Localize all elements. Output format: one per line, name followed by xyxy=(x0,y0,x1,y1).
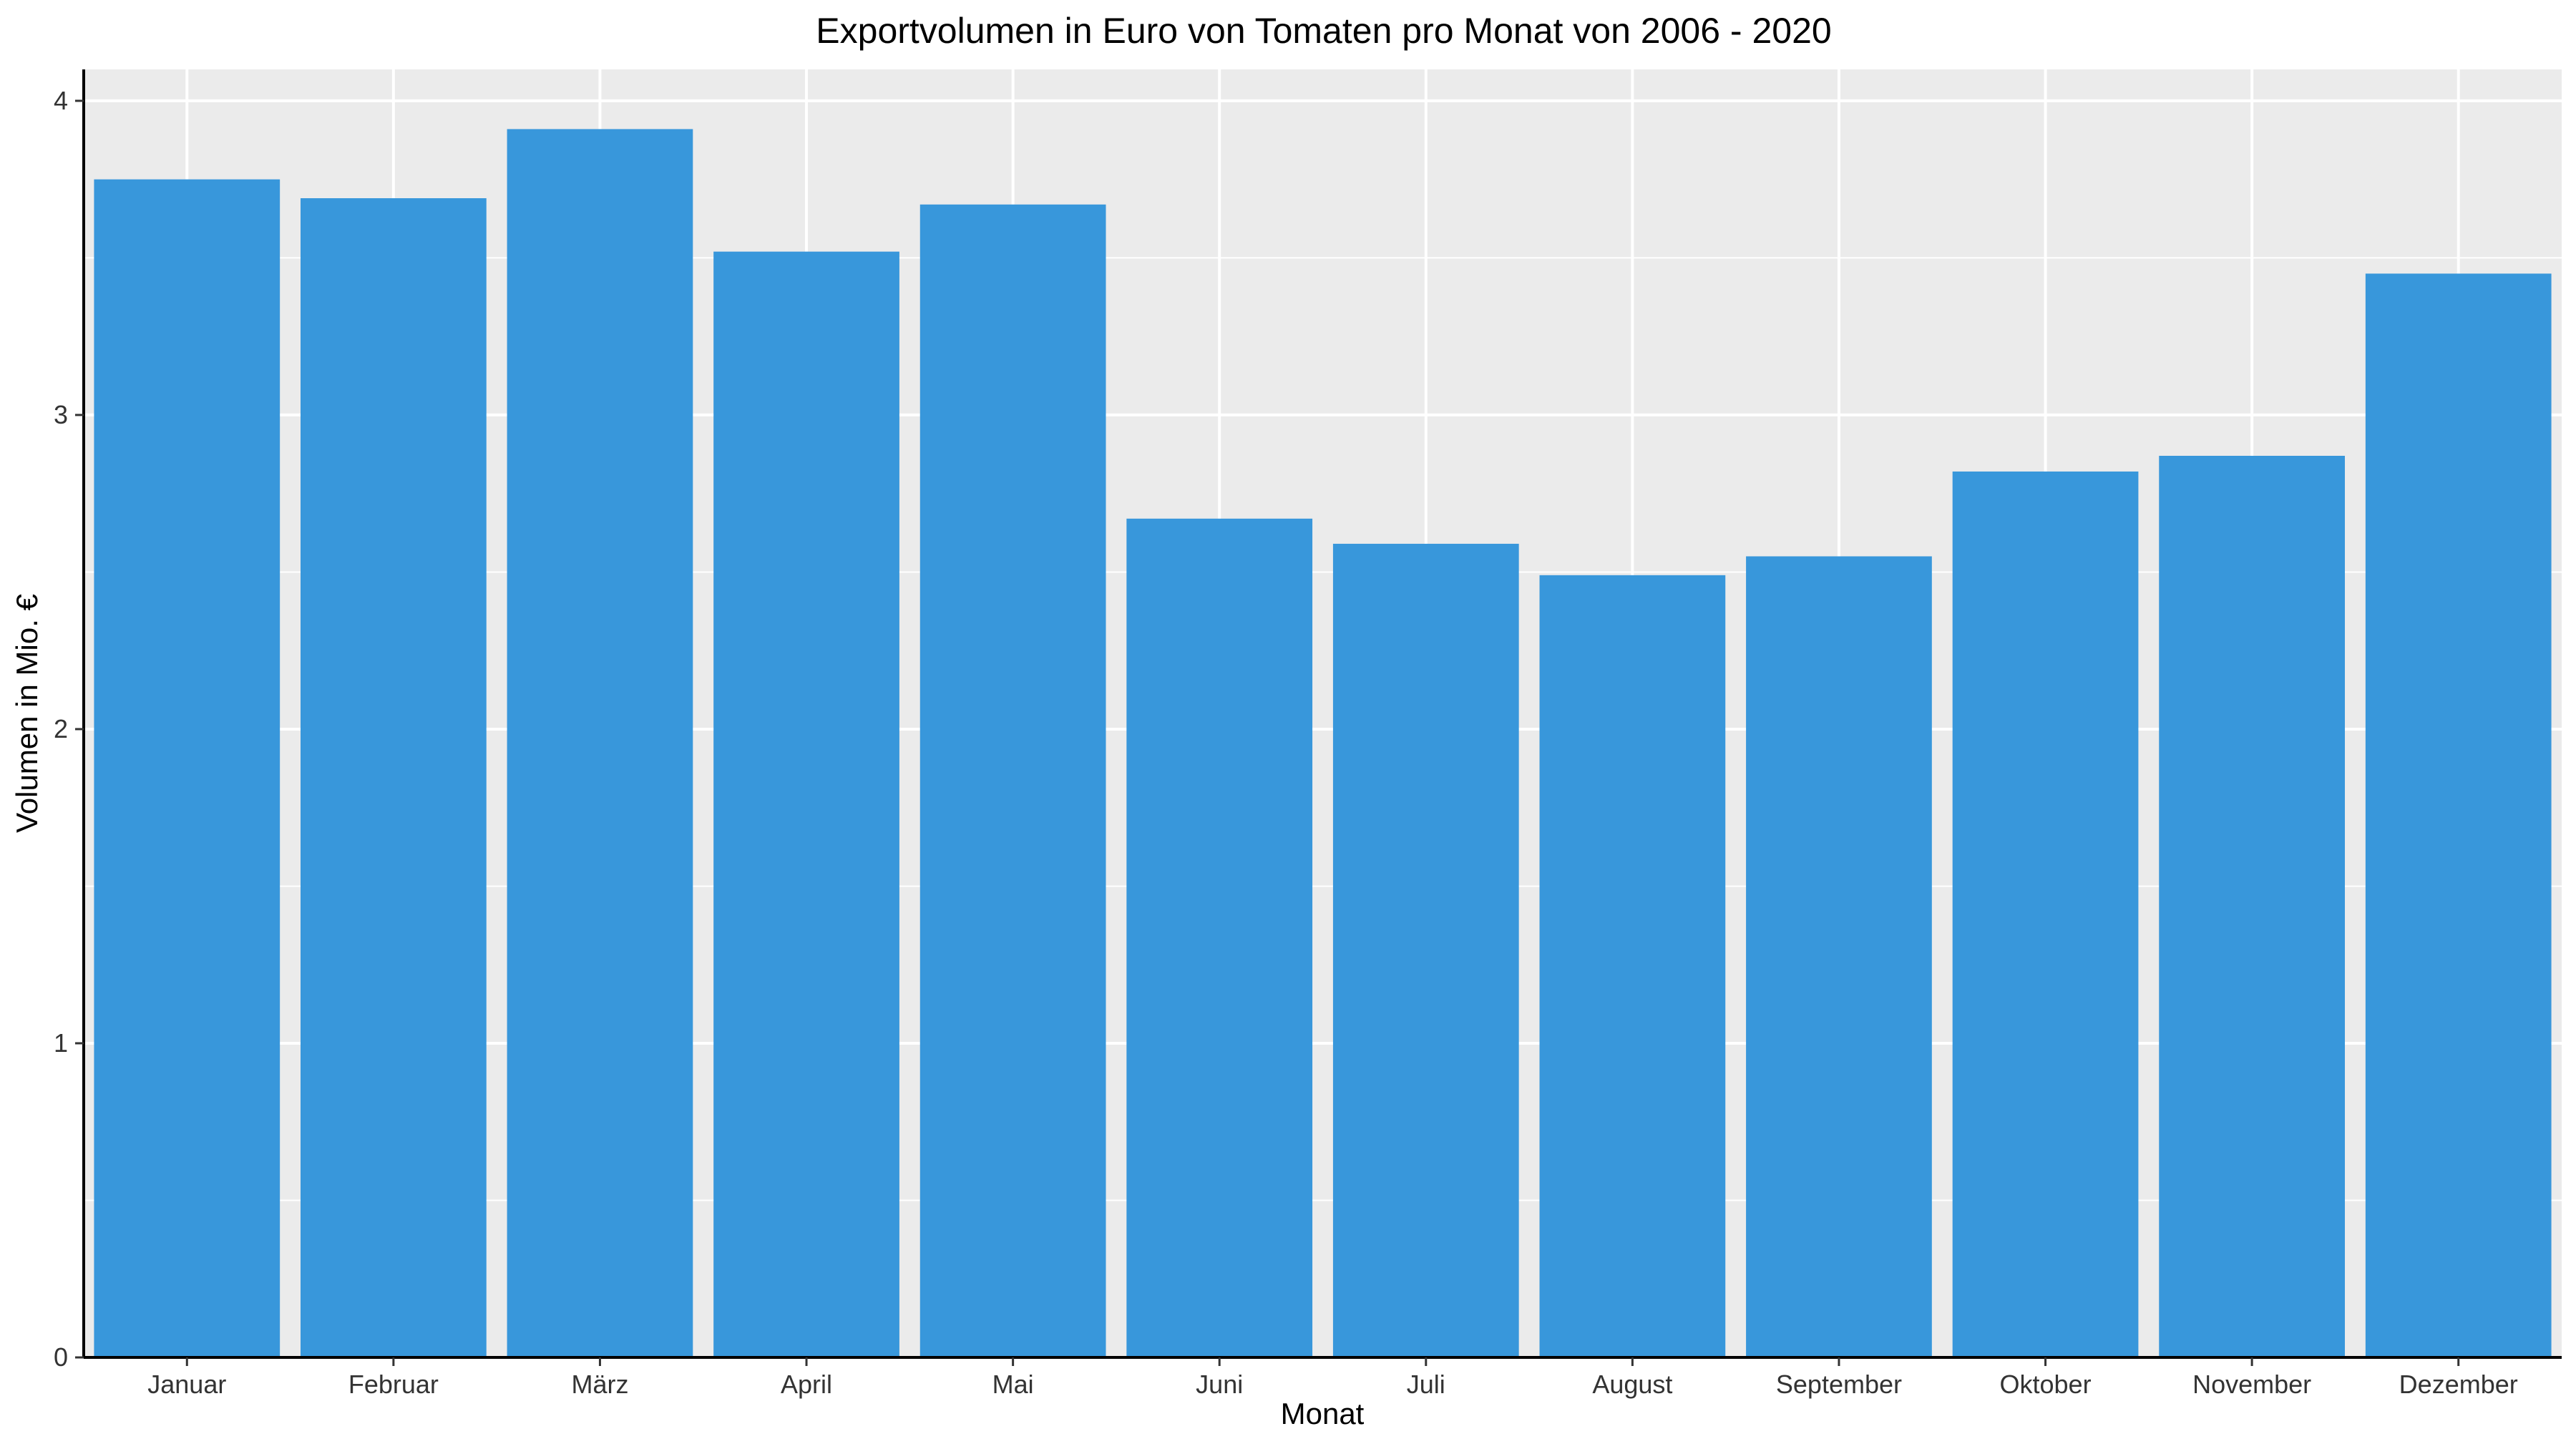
chart-title: Exportvolumen in Euro von Tomaten pro Mo… xyxy=(816,11,1831,51)
x-tick-label: Juli xyxy=(1407,1370,1445,1399)
bar xyxy=(301,198,487,1357)
y-axis-title: Volumen in Mio. € xyxy=(10,594,44,833)
x-tick-label: Januar xyxy=(147,1370,226,1399)
x-tick-label: September xyxy=(1776,1370,1902,1399)
bar xyxy=(713,251,899,1357)
y-tick-label: 2 xyxy=(54,714,68,743)
plot-panel xyxy=(84,69,2562,1357)
bar xyxy=(919,204,1106,1357)
bar xyxy=(1332,543,1519,1358)
x-tick-label: August xyxy=(1592,1370,1672,1399)
bar xyxy=(1539,575,1726,1357)
bar xyxy=(1952,471,2139,1358)
bar xyxy=(1746,556,1932,1357)
x-axis-ticks: Januar Februar März April Mai Juni Juli August S… xyxy=(147,1357,2518,1399)
y-tick-label: 0 xyxy=(54,1342,68,1372)
x-tick-label: Mai xyxy=(992,1370,1034,1399)
x-axis-title: Monat xyxy=(1281,1397,1365,1430)
bar xyxy=(94,179,280,1357)
y-tick-label: 1 xyxy=(54,1028,68,1058)
x-tick-label: März xyxy=(571,1370,628,1399)
x-tick-label: Dezember xyxy=(2399,1370,2518,1399)
bar xyxy=(2365,273,2552,1357)
bar xyxy=(1126,518,1313,1357)
bars xyxy=(94,129,2552,1358)
x-tick-label: Februar xyxy=(348,1370,439,1399)
bar xyxy=(507,129,693,1357)
bar xyxy=(2159,456,2345,1357)
x-tick-label: Juni xyxy=(1196,1370,1243,1399)
x-tick-label: Oktober xyxy=(2000,1370,2092,1399)
y-tick-label: 3 xyxy=(54,400,68,429)
x-tick-label: April xyxy=(781,1370,832,1399)
y-tick-label: 4 xyxy=(54,86,68,115)
x-tick-label: November xyxy=(2192,1370,2311,1399)
y-axis-ticks: 0 1 2 3 4 xyxy=(54,86,84,1372)
